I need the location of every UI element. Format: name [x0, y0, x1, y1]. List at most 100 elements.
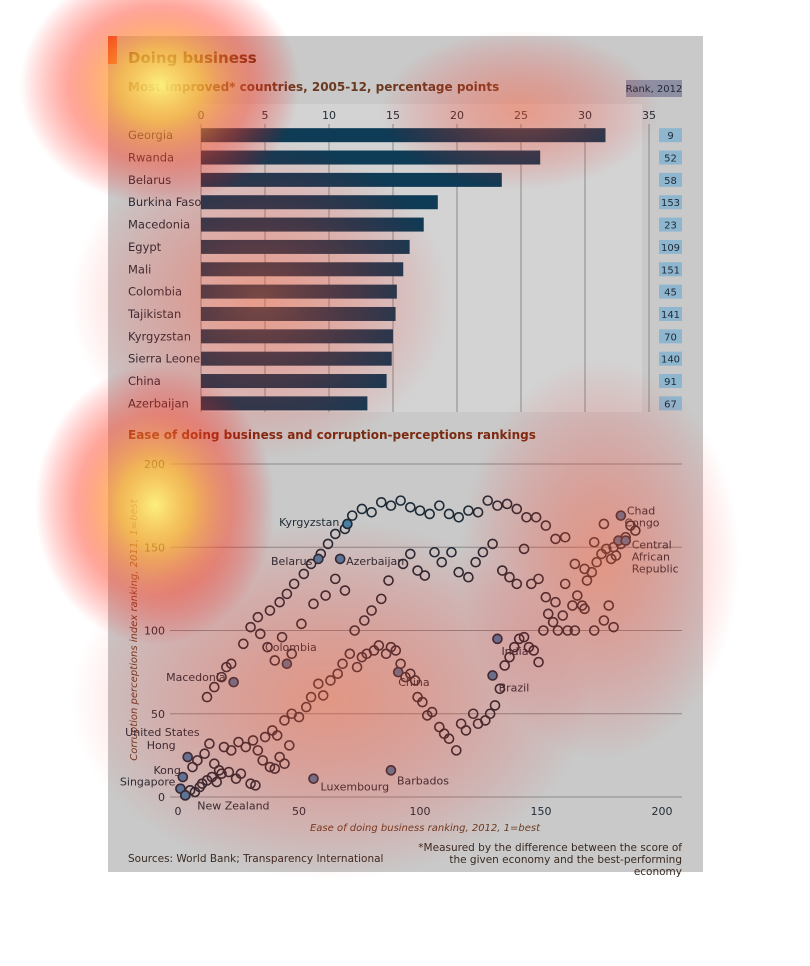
scatter-point	[424, 508, 435, 520]
scatter-point	[429, 546, 440, 558]
scatter-point	[453, 566, 465, 578]
scatter-point	[383, 575, 394, 586]
scatter-point	[298, 568, 310, 580]
scatter-highlight-point	[179, 790, 191, 801]
scatter-point-label: China	[398, 676, 429, 689]
scatter-point	[375, 496, 387, 508]
rank-badge	[659, 306, 682, 321]
scatter-point	[313, 678, 324, 690]
scatter-point	[598, 615, 610, 626]
scatter-point-label: Azerbaijan	[346, 555, 404, 568]
scatter-y-tick-label: 100	[144, 625, 165, 638]
scatter-point	[588, 536, 600, 548]
scatter-point	[247, 735, 259, 746]
scatter-highlight-point	[487, 670, 498, 681]
scatter-x-tick-label: 50	[292, 805, 306, 818]
scatter-point	[252, 611, 264, 623]
scatter-point	[356, 503, 368, 515]
rank-badge	[659, 329, 682, 344]
scatter-point	[559, 531, 571, 543]
scatter-point	[533, 573, 544, 585]
rank-value: 153	[661, 198, 680, 209]
scatter-point	[511, 578, 523, 590]
scatter-point	[269, 655, 281, 666]
scatter-point	[329, 573, 341, 585]
rank-badge	[659, 262, 682, 277]
scatter-point	[279, 758, 290, 770]
scatter-point	[257, 755, 269, 766]
scatter-point	[530, 511, 542, 523]
scatter-x-axis-title: Ease of doing business ranking, 2012, 1=…	[310, 823, 541, 834]
scatter-point-label: India	[501, 645, 528, 658]
scatter-point	[591, 556, 602, 568]
scatter-point	[337, 658, 348, 670]
rank-badge	[659, 150, 682, 165]
scatter-point	[492, 500, 503, 511]
scatter-point	[339, 585, 351, 596]
scatter-highlight-point	[334, 553, 346, 565]
scatter-point-label: Congo	[624, 517, 659, 530]
scatter-point	[463, 505, 474, 516]
scatter-point-label: Brazil	[499, 681, 530, 694]
rank-badge	[659, 195, 682, 210]
scatter-y-axis-title: Corruption perceptions index ranking, 20…	[129, 498, 140, 761]
scatter-point	[385, 500, 397, 511]
scatter-point	[472, 506, 484, 518]
scatter-chart: 0 50 100 150 200 0 50 100 150 200 Ease of doing bu…	[120, 458, 682, 834]
scatter-point	[511, 503, 523, 515]
scatter-point	[559, 578, 571, 590]
scatter-point-label: Belarus	[271, 555, 313, 568]
scatter-point	[325, 675, 336, 686]
scatter-y-tick-label: 0	[158, 791, 165, 804]
scatter-point	[550, 533, 561, 545]
scatter-point	[521, 511, 532, 523]
scatter-point	[192, 755, 203, 766]
scatter-point	[259, 731, 271, 743]
scatter-point	[569, 558, 581, 570]
rank-value: 70	[664, 332, 677, 343]
scatter-point	[463, 571, 474, 583]
scatter-point	[499, 660, 511, 671]
scatter-point	[344, 648, 356, 660]
scatter-point	[405, 548, 416, 560]
scatter-point	[518, 543, 530, 555]
scatter-point	[567, 600, 578, 611]
scatter-point	[305, 691, 317, 703]
footnote: *Measured by the difference between the …	[418, 842, 682, 878]
scatter-highlight-point	[182, 751, 193, 763]
scatter-point	[501, 498, 513, 510]
scatter-highlight-point	[228, 676, 239, 688]
scatter-point-label: New Zealand	[197, 799, 269, 812]
scatter-point	[540, 520, 552, 531]
scatter-point	[436, 556, 448, 568]
scatter-point	[296, 618, 307, 630]
scatter-point	[550, 596, 561, 608]
scatter-point	[598, 518, 610, 530]
scatter-point	[240, 741, 252, 753]
scatter-point	[477, 546, 489, 558]
scatter-point-label: Republic	[632, 563, 679, 576]
scatter-highlight-point	[620, 535, 632, 546]
scatter-point	[405, 501, 416, 513]
scatter-point	[542, 608, 554, 620]
scatter-point	[199, 748, 210, 760]
rank-value: 23	[664, 221, 677, 232]
scatter-x-tick-label: 100	[410, 805, 431, 818]
rank-value: 45	[664, 288, 677, 299]
scatter-point	[252, 745, 264, 756]
rank-value: 58	[664, 176, 677, 187]
scatter-point-label: Kyrgyzstan	[279, 516, 339, 529]
scatter-y-tick-label: 150	[144, 541, 165, 554]
scatter-y-tick-label: 200	[144, 458, 165, 471]
scatter-highlight-point	[313, 553, 324, 565]
scatter-point	[581, 575, 593, 586]
scatter-point	[204, 738, 215, 750]
scatter-point	[288, 578, 300, 590]
scatter-point	[540, 591, 552, 603]
rank-value: 9	[667, 131, 673, 142]
bar-x-tick-label: 10	[322, 109, 336, 122]
scatter-point	[366, 506, 377, 518]
scatter-y-tick-label: 50	[151, 708, 165, 721]
scatter-x-tick-label: 150	[531, 805, 552, 818]
scatter-point	[395, 495, 406, 506]
